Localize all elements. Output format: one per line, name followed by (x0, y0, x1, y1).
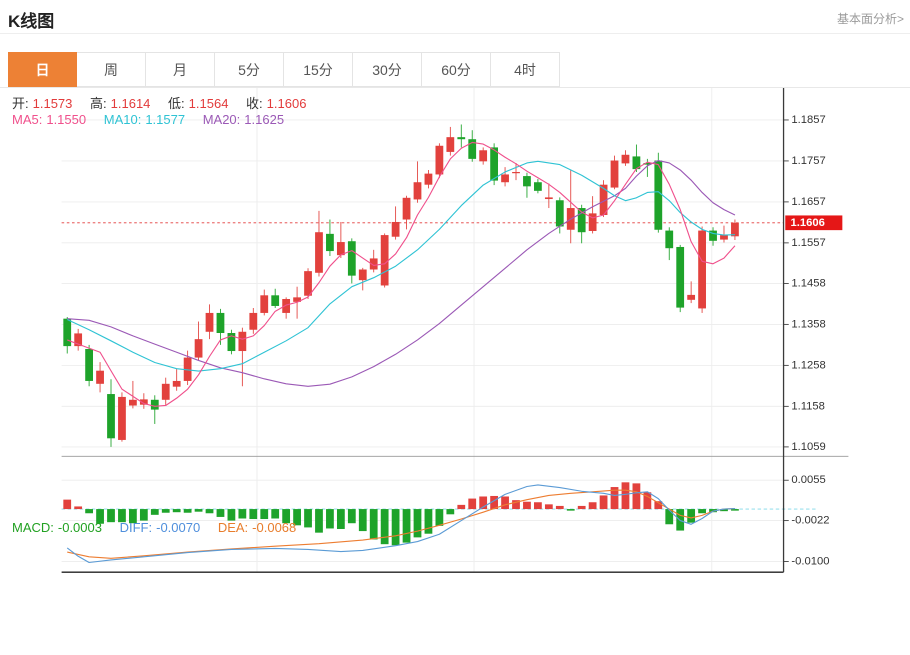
fundamental-analysis-link[interactable]: 基本面分析> (836, 12, 904, 26)
tab-interval-4[interactable]: 15分 (284, 52, 353, 87)
svg-text:1.1358: 1.1358 (791, 318, 825, 330)
svg-text:1.1557: 1.1557 (791, 237, 825, 249)
widget-header: K线图 基本面分析> (0, 0, 910, 34)
svg-text:1.1657: 1.1657 (791, 196, 825, 208)
svg-text:1.1606: 1.1606 (790, 217, 824, 229)
tab-interval-0[interactable]: 日 (8, 52, 77, 87)
svg-text:0.0055: 0.0055 (791, 474, 825, 486)
svg-text:-0.0022: -0.0022 (791, 515, 829, 527)
tab-interval-1[interactable]: 周 (77, 52, 146, 87)
tab-interval-6[interactable]: 60分 (422, 52, 491, 87)
svg-text:1.1258: 1.1258 (791, 359, 825, 371)
tab-interval-2[interactable]: 月 (146, 52, 215, 87)
tabbar-divider (0, 87, 910, 88)
svg-text:1.1757: 1.1757 (791, 155, 825, 167)
svg-text:1.1059: 1.1059 (791, 441, 825, 453)
svg-text:1.1857: 1.1857 (791, 114, 825, 126)
svg-text:1.1458: 1.1458 (791, 277, 825, 289)
interval-tabbar: 日周月 5分 15分 30分 60分 4时 (8, 52, 560, 87)
svg-text:1.1158: 1.1158 (791, 400, 825, 412)
tab-interval-5[interactable]: 30分 (353, 52, 422, 87)
svg-text:-0.0100: -0.0100 (791, 555, 829, 567)
tab-interval-7[interactable]: 4时 (491, 52, 560, 87)
tab-interval-3[interactable]: 5分 (215, 52, 284, 87)
kline-chart-canvas[interactable]: 1.1857 1.1757 1.1657 1.1557 1.1458 1.1358 1.12… (0, 88, 910, 650)
page-title: K线图 (8, 12, 55, 31)
chart-area: 1.1857 1.1757 1.1657 1.1557 1.1458 1.1358 1.12… (0, 88, 910, 650)
